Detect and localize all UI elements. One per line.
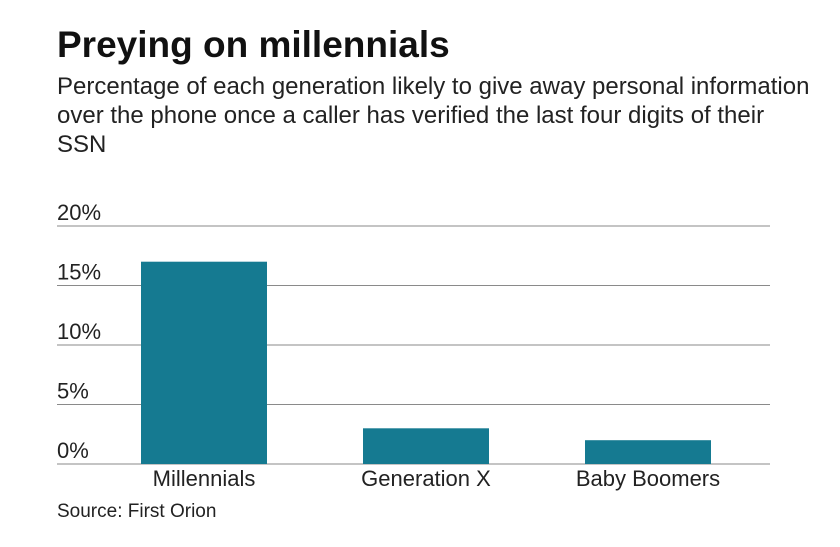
bar-millennials: [141, 261, 267, 464]
y-tick-label: 15%: [57, 260, 101, 285]
category-label: Baby Boomers: [576, 466, 720, 491]
bars: [141, 261, 711, 464]
chart-subtitle: Percentage of each generation likely to …: [57, 73, 810, 158]
category-label: Generation X: [361, 466, 491, 491]
category-label: Millennials: [153, 466, 256, 491]
y-tick-label: 10%: [57, 319, 101, 344]
bar-generation-x: [363, 428, 489, 464]
x-axis-category-labels: Millennials Generation X Baby Boomers: [153, 466, 721, 491]
bar-baby-boomers: [585, 440, 711, 464]
y-tick-label: 20%: [57, 200, 101, 225]
y-tick-label: 5%: [57, 379, 89, 404]
chart-title: Preying on millennials: [57, 24, 450, 65]
source-note: Source: First Orion: [57, 501, 217, 522]
y-axis-tick-labels: 0% 5% 10% 15% 20%: [57, 200, 101, 463]
y-tick-label: 0%: [57, 438, 89, 463]
